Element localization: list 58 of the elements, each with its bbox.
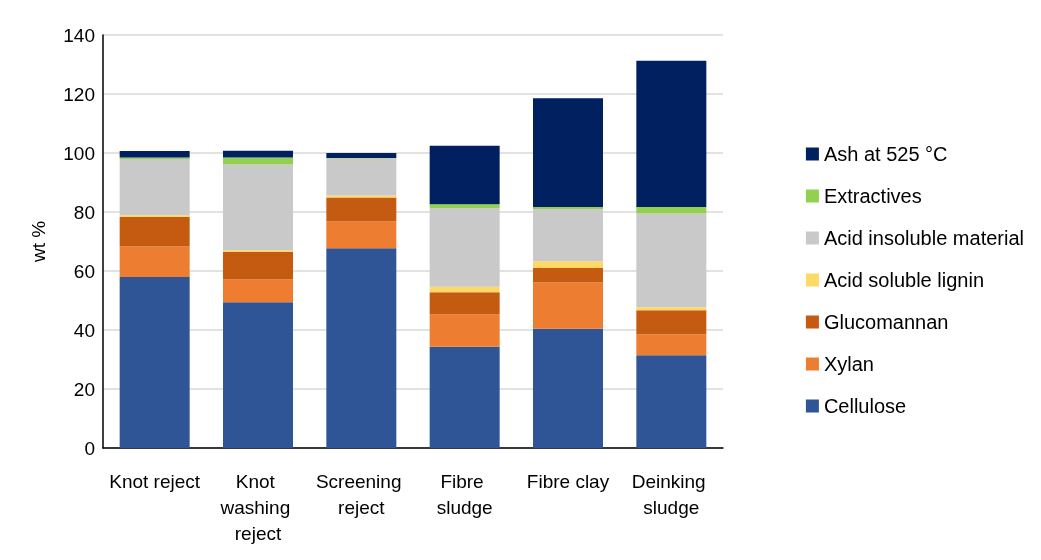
x-tick-label: Screening reject — [315, 470, 407, 518]
bar — [326, 221, 397, 249]
bar — [429, 346, 500, 448]
bar — [326, 248, 397, 448]
bar — [119, 276, 190, 448]
bar — [636, 213, 707, 308]
bar — [636, 206, 707, 214]
y-tick-label: 0 — [84, 437, 95, 459]
legend-label: Ash at 525 °C — [823, 143, 948, 165]
bar — [636, 334, 707, 356]
x-tick-label: Fibre clay — [526, 470, 610, 492]
bar — [429, 314, 500, 347]
bar — [429, 292, 500, 315]
legend-label: Acid soluble lignin — [823, 269, 985, 291]
bar — [119, 150, 190, 158]
bar — [533, 282, 603, 329]
bar — [223, 164, 293, 251]
bar — [636, 355, 707, 448]
legend-label: Xylan — [823, 353, 874, 375]
bar — [223, 279, 293, 303]
y-tick-label: 20 — [73, 378, 95, 400]
y-tick-label: 80 — [73, 201, 95, 223]
y-tick-label: 140 — [63, 24, 95, 46]
bar — [533, 268, 603, 283]
y-tick-label: 120 — [63, 83, 95, 105]
bar — [326, 195, 397, 198]
bar — [636, 307, 707, 311]
bar — [326, 153, 397, 159]
bar — [223, 302, 293, 448]
bar — [533, 206, 603, 210]
y-tick-label: 40 — [73, 319, 95, 341]
bar — [533, 328, 603, 448]
bar — [533, 98, 603, 207]
bar — [119, 246, 190, 277]
legend-label: Cellulose — [823, 395, 907, 417]
legend-label: Acid insoluble material — [823, 227, 1025, 249]
bar — [429, 208, 500, 287]
bar — [119, 158, 190, 216]
x-tick-label: Deinking sludge — [631, 470, 711, 518]
bar — [223, 157, 293, 165]
bar — [636, 60, 707, 207]
bar — [326, 197, 397, 222]
bar — [429, 145, 500, 205]
y-tick-label: 100 — [63, 142, 95, 164]
bar — [326, 158, 397, 196]
bar — [429, 204, 500, 209]
y-tick-label: 60 — [73, 260, 95, 282]
x-tick-label: Knot washing reject — [219, 470, 296, 544]
legend-label: Glucomannan — [823, 311, 949, 333]
legend-label: Extractives — [823, 185, 922, 207]
bar — [533, 261, 603, 269]
bar — [636, 310, 707, 335]
bar — [223, 252, 293, 280]
y-axis-title: wt % — [28, 220, 49, 264]
bar — [119, 217, 190, 247]
x-tick-label: Fibre sludge — [436, 470, 493, 518]
bar — [533, 209, 603, 262]
x-tick-label: Knot reject — [109, 470, 201, 492]
